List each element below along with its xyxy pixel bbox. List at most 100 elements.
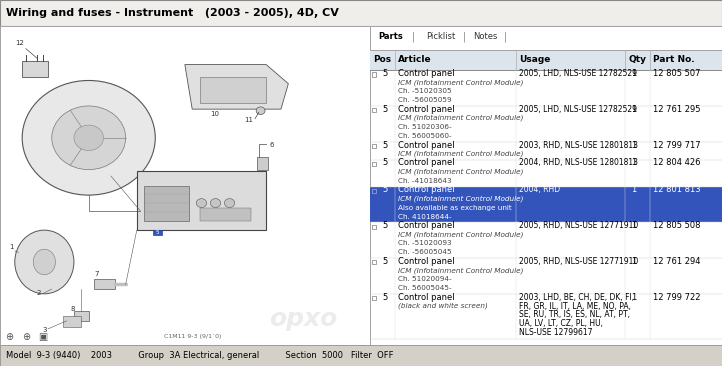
- Text: (black and white screen): (black and white screen): [398, 303, 488, 309]
- Ellipse shape: [14, 230, 74, 294]
- Text: Control panel: Control panel: [398, 221, 454, 230]
- Text: 3: 3: [43, 327, 47, 333]
- Text: ICM (Infotainment Control Module): ICM (Infotainment Control Module): [398, 267, 523, 273]
- Text: Control panel: Control panel: [398, 105, 454, 114]
- Text: Ch. -51020305: Ch. -51020305: [398, 88, 451, 94]
- Text: Ch. 51020306-: Ch. 51020306-: [398, 124, 451, 130]
- Circle shape: [52, 106, 126, 170]
- Text: 12 801 813: 12 801 813: [653, 185, 701, 194]
- Text: 5: 5: [382, 257, 388, 266]
- Text: ICM (Infotainment Control Module): ICM (Infotainment Control Module): [398, 195, 523, 202]
- Bar: [74, 311, 89, 321]
- Text: opxo: opxo: [269, 307, 337, 331]
- Text: Control panel: Control panel: [398, 141, 454, 149]
- Bar: [372, 144, 375, 148]
- Text: SE, RU, TR, IS, ES, NL, AT, PT,: SE, RU, TR, IS, ES, NL, AT, PT,: [519, 310, 630, 320]
- Circle shape: [225, 199, 235, 208]
- Text: 2005, RHD, NLS-USE 12771910: 2005, RHD, NLS-USE 12771910: [519, 221, 639, 230]
- Bar: [370, 187, 722, 223]
- Text: ⊕: ⊕: [5, 332, 13, 342]
- Text: Ch. 56005060-: Ch. 56005060-: [398, 133, 451, 139]
- Text: Control panel: Control panel: [398, 158, 454, 167]
- Text: 12 761 295: 12 761 295: [653, 105, 701, 114]
- Text: ⊕: ⊕: [22, 332, 30, 342]
- Text: 2004, RHD, NLS-USE 12801813: 2004, RHD, NLS-USE 12801813: [519, 158, 638, 167]
- Bar: [22, 61, 48, 77]
- Text: 1: 1: [631, 105, 637, 114]
- Text: 11: 11: [244, 117, 253, 123]
- Bar: [372, 224, 375, 229]
- Bar: [63, 316, 82, 327]
- Text: Pos: Pos: [373, 55, 391, 64]
- Bar: [95, 280, 115, 289]
- Text: 12 804 426: 12 804 426: [653, 158, 701, 167]
- Text: 5: 5: [156, 230, 160, 235]
- Circle shape: [22, 81, 155, 195]
- Circle shape: [210, 199, 221, 208]
- Bar: [199, 77, 266, 103]
- Text: 1: 1: [631, 141, 637, 149]
- Text: Picklist: Picklist: [426, 32, 456, 41]
- Text: 2003, RHD, NLS-USE 12801813: 2003, RHD, NLS-USE 12801813: [519, 141, 638, 149]
- Text: Wiring and fuses - Instrument   (2003 - 2005), 4D, CV: Wiring and fuses - Instrument (2003 - 20…: [6, 8, 339, 18]
- Text: 12 805 507: 12 805 507: [653, 69, 701, 78]
- Bar: [136, 171, 266, 230]
- Text: 1: 1: [9, 244, 14, 250]
- Text: 12 761 294: 12 761 294: [653, 257, 701, 266]
- Text: ICM (Infotainment Control Module): ICM (Infotainment Control Module): [398, 151, 523, 157]
- Text: Ch. -51020093: Ch. -51020093: [398, 240, 451, 246]
- Text: FR, GR, IL, IT, LA, ME, NO, PA,: FR, GR, IL, IT, LA, ME, NO, PA,: [519, 302, 632, 310]
- Bar: [370, 50, 722, 70]
- Text: |: |: [464, 31, 466, 42]
- Text: 1: 1: [631, 292, 637, 302]
- Bar: [257, 157, 268, 169]
- Bar: [372, 72, 375, 76]
- Text: Control panel: Control panel: [398, 257, 454, 266]
- Text: Article: Article: [398, 55, 432, 64]
- Text: Also available as exchange unit: Also available as exchange unit: [398, 205, 512, 210]
- Text: Model  9-3 (9440)    2003          Group  3A Electrical, general          Sectio: Model 9-3 (9440) 2003 Group 3A Electrica…: [6, 351, 393, 360]
- Text: |: |: [412, 31, 415, 42]
- Text: 2003, LHD, BE, CH, DE, DK, FI,: 2003, LHD, BE, CH, DE, DK, FI,: [519, 292, 635, 302]
- Ellipse shape: [33, 249, 56, 275]
- Text: 12 799 717: 12 799 717: [653, 141, 701, 149]
- Text: Qty: Qty: [629, 55, 647, 64]
- Text: Notes: Notes: [474, 32, 498, 41]
- Text: Control panel: Control panel: [398, 69, 454, 78]
- Text: NLS-USE 12799617: NLS-USE 12799617: [519, 328, 593, 337]
- Text: 6: 6: [270, 142, 274, 148]
- Text: Control panel: Control panel: [398, 185, 454, 194]
- Text: 1: 1: [631, 69, 637, 78]
- Circle shape: [196, 199, 206, 208]
- Text: 5: 5: [382, 292, 388, 302]
- Text: 1: 1: [631, 257, 637, 266]
- Text: Ch. -41018643: Ch. -41018643: [398, 178, 451, 184]
- Bar: [372, 189, 375, 193]
- Text: ICM (Infotainment Control Module): ICM (Infotainment Control Module): [398, 115, 523, 122]
- Text: 5: 5: [382, 185, 388, 194]
- Text: Control panel: Control panel: [398, 292, 454, 302]
- Text: 8: 8: [70, 306, 75, 312]
- Text: 5: 5: [382, 105, 388, 114]
- Circle shape: [74, 125, 103, 150]
- Circle shape: [256, 107, 265, 115]
- Text: 5: 5: [382, 141, 388, 149]
- Bar: [372, 162, 375, 166]
- Polygon shape: [185, 64, 288, 109]
- Text: 1: 1: [631, 221, 637, 230]
- Text: 2005, LHD, NLS-USE 12782529: 2005, LHD, NLS-USE 12782529: [519, 69, 638, 78]
- Text: 7: 7: [95, 271, 99, 277]
- Bar: [144, 186, 188, 221]
- Text: Ch. -56005059: Ch. -56005059: [398, 97, 451, 103]
- Text: 5: 5: [382, 221, 388, 230]
- Text: Ch. 56005045-: Ch. 56005045-: [398, 285, 451, 291]
- Text: Part No.: Part No.: [653, 55, 695, 64]
- Bar: [199, 208, 251, 221]
- Text: 2004, RHD: 2004, RHD: [519, 185, 560, 194]
- Text: ICM (Infotainment Control Module): ICM (Infotainment Control Module): [398, 168, 523, 175]
- Text: 1: 1: [631, 158, 637, 167]
- Text: Usage: Usage: [519, 55, 551, 64]
- Text: ICM (Infotainment Control Module): ICM (Infotainment Control Module): [398, 231, 523, 238]
- Text: Parts: Parts: [378, 32, 403, 41]
- Text: 12: 12: [14, 41, 24, 46]
